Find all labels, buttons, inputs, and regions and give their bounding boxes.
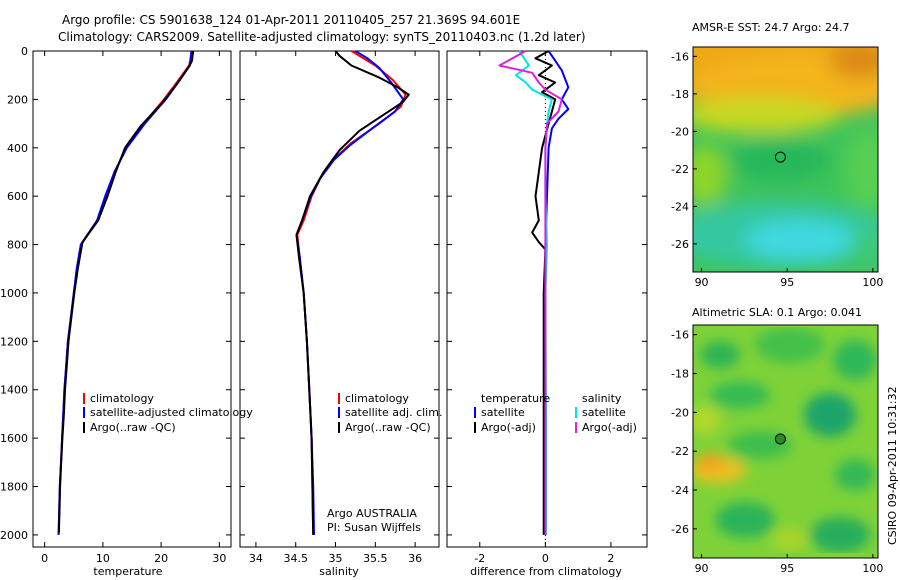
- sla-map-title: Altimetric SLA: 0.1 Argo: 0.041: [692, 306, 862, 319]
- salinity-axes-frame: [239, 50, 440, 548]
- y-tick-label: 1200: [0, 335, 28, 348]
- sst-map-title: AMSR-E SST: 24.7 Argo: 24.7: [692, 21, 850, 34]
- map-x-tick-label: 100: [862, 562, 883, 575]
- difference-panel: -2 0 2 difference from climatology tempera…: [446, 50, 648, 578]
- map-y-tick-label: -24: [671, 200, 689, 213]
- argo-program-label: Argo AUSTRALIA: [327, 507, 417, 520]
- y-tick-label: 1400: [0, 384, 28, 397]
- x-tick-label: 2: [607, 552, 614, 565]
- x-tick-label: 36: [408, 552, 422, 565]
- x-tick-label: 35.5: [363, 552, 388, 565]
- figure-title-line2: Climatology: CARS2009. Satellite-adjuste…: [58, 30, 586, 44]
- sst-argo-marker: [774, 151, 786, 163]
- y-tick-label: 1800: [0, 481, 28, 494]
- map-y-tick-label: -18: [671, 368, 689, 381]
- x-tick-label: 20: [154, 552, 168, 565]
- legend-climatology-label: climatology: [345, 392, 409, 405]
- legend-temp-argo-label: Argo(-adj): [481, 421, 536, 434]
- difference-legend: temperature salinitysatelliteArgo(-adj)sa…: [474, 392, 637, 434]
- legend-temperature-title: temperature: [481, 392, 550, 405]
- y-tick-label: 200: [7, 93, 28, 106]
- y-tick-label: 400: [7, 142, 28, 155]
- temperature-axes-frame: [32, 50, 232, 548]
- y-tick-label: 1600: [0, 432, 28, 445]
- sla-argo-marker: [774, 433, 786, 445]
- y-tick-label: 800: [7, 239, 28, 252]
- map-x-tick-label: 100: [862, 276, 883, 289]
- map-y-tick-label: -20: [671, 406, 689, 419]
- map-x-tick-label: 95: [780, 276, 794, 289]
- series-line-argo-raw-qc-: [57, 50, 195, 533]
- legend-sal-argo-label: Argo(-adj): [582, 421, 637, 434]
- legend-argo-label: Argo(..raw -QC): [90, 421, 176, 434]
- map-x-tick-label: 90: [695, 276, 709, 289]
- x-tick-label: 10: [96, 552, 110, 565]
- series-line-climatology: [296, 50, 407, 535]
- map-y-tick-label: -18: [671, 88, 689, 101]
- map-x-tick-label: 90: [695, 562, 709, 575]
- sst-map-panel: AMSR-E SST: 24.7 Argo: 24.7 90 95 100 -16 -1…: [671, 21, 883, 289]
- map-x-tick-label: 95: [780, 562, 794, 575]
- map-y-tick-label: -16: [671, 329, 689, 342]
- csiro-timestamp: CSIRO 09-Apr-2011 10:31:32: [886, 386, 899, 545]
- map-y-tick-label: -20: [671, 125, 689, 138]
- legend-temp-satellite-label: satellite: [481, 406, 525, 419]
- series-line-argo-adj-: [498, 50, 563, 535]
- map-y-tick-label: -22: [671, 163, 689, 176]
- temperature-xlabel: temperature: [93, 565, 162, 578]
- salinity-panel: 34 34.5 35 35.5 36 salinity climatologysatel…: [239, 50, 442, 578]
- y-tick-label: 600: [7, 190, 28, 203]
- difference-xlabel: difference from climatology: [470, 565, 622, 578]
- x-tick-label: 34.5: [283, 552, 308, 565]
- x-tick-label: 34: [249, 552, 263, 565]
- x-tick-label: 0: [542, 552, 549, 565]
- y-tick-label: 1000: [0, 287, 28, 300]
- map-y-tick-label: -16: [671, 50, 689, 63]
- series-line-satellite-adjusted-climatology: [57, 50, 193, 535]
- sst-heatmap: [693, 47, 878, 272]
- sla-map-panel: Altimetric SLA: 0.1 Argo: 0.041 90 95 100 -…: [671, 306, 883, 575]
- x-tick-label: 35: [329, 552, 343, 565]
- map-y-tick-label: -22: [671, 445, 689, 458]
- map-y-tick-label: -24: [671, 484, 689, 497]
- legend-sal-satellite-label: satellite: [582, 406, 626, 419]
- pi-label: PI: Susan Wijffels: [327, 521, 421, 534]
- legend-salinity-title: salinity: [582, 392, 622, 405]
- map-y-tick-label: -26: [671, 523, 689, 536]
- sst-axes-frame: [692, 46, 879, 273]
- legend-satellite-adj-label: satellite adj. clim.: [345, 406, 442, 419]
- figure-title-line1: Argo profile: CS 5901638_124 01-Apr-2011…: [62, 13, 520, 27]
- series-line-argo-raw-qc-: [295, 50, 410, 535]
- legend-climatology-label: climatology: [90, 392, 154, 405]
- x-tick-label: 0: [41, 552, 48, 565]
- map-y-tick-label: -26: [671, 238, 689, 251]
- sla-axes-frame: [692, 324, 879, 559]
- series-line-argo-adj-: [531, 50, 557, 535]
- y-tick-label: 2000: [0, 529, 28, 542]
- temperature-panel: 0 10 20 30 0 200 400 600 800 1000 1200 1400 1600 1800…: [0, 45, 253, 578]
- legend-satellite-adjusted-label: satellite-adjusted climatology: [90, 406, 253, 419]
- series-line-climatology: [57, 50, 193, 535]
- x-tick-label: -2: [474, 552, 485, 565]
- legend-argo-label: Argo(..raw -QC): [345, 421, 431, 434]
- x-tick-label: 30: [212, 552, 226, 565]
- y-tick-label: 0: [21, 45, 28, 58]
- salinity-xlabel: salinity: [319, 565, 359, 578]
